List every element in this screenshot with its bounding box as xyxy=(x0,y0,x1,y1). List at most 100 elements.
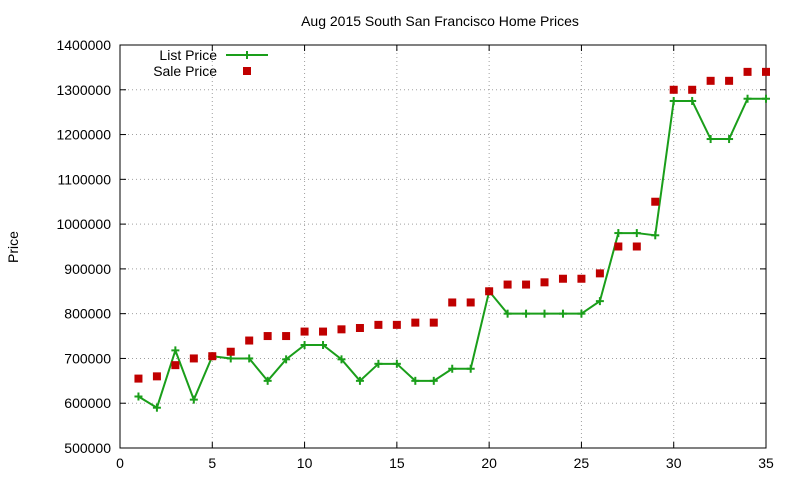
list-price-point xyxy=(448,364,457,373)
y-tick-label: 800000 xyxy=(64,306,111,322)
list-price-point xyxy=(466,364,475,373)
list-price-point xyxy=(300,341,309,350)
list-price-point xyxy=(319,341,328,350)
x-tick-label: 0 xyxy=(116,455,124,471)
list-price-point xyxy=(725,135,734,144)
sale-price-point xyxy=(540,278,549,287)
y-tick-label: 1200000 xyxy=(56,127,111,143)
list-price-point xyxy=(171,346,180,355)
list-price-point xyxy=(226,354,235,363)
plot-frame xyxy=(119,44,767,449)
list-price-point xyxy=(411,376,420,385)
list-price-point xyxy=(743,94,752,103)
sale-price-point xyxy=(337,325,346,334)
sale-price-point xyxy=(577,274,586,283)
sale-price-point xyxy=(614,242,623,251)
x-tick-label: 5 xyxy=(208,455,216,471)
y-tick-label: 1400000 xyxy=(56,37,111,53)
list-price-point xyxy=(374,359,383,368)
list-price-point xyxy=(651,231,660,240)
sale-price-point xyxy=(725,76,734,85)
legend-label: Sale Price xyxy=(153,63,217,79)
sale-price-point xyxy=(632,242,641,251)
sale-price-point xyxy=(485,287,494,296)
sale-price-point xyxy=(503,280,512,289)
sale-price-point xyxy=(152,372,161,381)
list-price-point xyxy=(134,392,143,401)
y-tick-label: 500000 xyxy=(64,440,111,456)
sale-price-point xyxy=(595,269,604,278)
chart-title: Aug 2015 South San Francisco Home Prices xyxy=(301,13,579,29)
x-tick-label: 25 xyxy=(574,455,590,471)
sale-price-point xyxy=(448,298,457,307)
x-tick-label: 15 xyxy=(389,455,405,471)
series-sale-price xyxy=(134,67,770,383)
list-price-point xyxy=(614,229,623,238)
x-tick-label: 35 xyxy=(758,455,774,471)
sale-price-point xyxy=(651,197,660,206)
list-price-point xyxy=(632,229,641,238)
sale-price-point xyxy=(189,354,198,363)
list-price-point xyxy=(152,403,161,412)
list-price-point xyxy=(522,309,531,318)
list-price-line xyxy=(137,97,766,410)
sale-price-point xyxy=(669,85,678,94)
list-price-point xyxy=(263,376,272,385)
list-price-point xyxy=(429,376,438,385)
list-price-point xyxy=(558,309,567,318)
axes: 0 5 10 15 20 25 30 35 500000 600000 700000 800000 90… xyxy=(56,37,774,471)
y-tick-label: 600000 xyxy=(64,395,111,411)
sale-price-point xyxy=(392,320,401,329)
sale-price-point xyxy=(411,318,420,327)
sale-price-point xyxy=(522,280,531,289)
list-price-point xyxy=(688,96,697,105)
sale-price-point xyxy=(300,327,309,336)
sale-price-point xyxy=(245,336,254,345)
legend-swatch-plus xyxy=(243,51,251,59)
sale-price-point xyxy=(263,332,272,341)
x-tick-label: 10 xyxy=(297,455,313,471)
sale-price-point xyxy=(762,67,770,76)
sale-price-point xyxy=(374,320,383,329)
list-price-point xyxy=(282,355,291,364)
list-price-point xyxy=(245,354,254,363)
sale-price-point xyxy=(226,347,235,356)
series-list-price xyxy=(134,94,770,412)
y-tick-label: 700000 xyxy=(64,350,111,366)
list-price-point xyxy=(669,96,678,105)
sale-price-point xyxy=(134,374,143,383)
y-tick-label: 1300000 xyxy=(56,82,111,98)
y-tick-label: 900000 xyxy=(64,261,111,277)
sale-price-point xyxy=(355,323,364,332)
sale-price-point xyxy=(706,76,715,85)
list-price-point xyxy=(392,359,401,368)
list-price-point xyxy=(355,376,364,385)
x-tick-label: 20 xyxy=(481,455,497,471)
data-series xyxy=(134,67,770,412)
list-price-point xyxy=(577,309,586,318)
sale-price-point xyxy=(466,298,475,307)
sale-price-point xyxy=(558,274,567,283)
list-price-point xyxy=(540,309,549,318)
list-price-point xyxy=(595,297,604,306)
sale-price-point xyxy=(743,67,752,76)
list-price-point xyxy=(337,355,346,364)
sale-price-point xyxy=(429,318,438,327)
sale-price-point xyxy=(208,352,217,361)
legend-swatch-square xyxy=(243,67,251,75)
x-tick-label: 30 xyxy=(666,455,682,471)
list-price-point xyxy=(503,309,512,318)
y-tick-label: 1100000 xyxy=(58,171,112,187)
list-price-point xyxy=(706,135,715,144)
sale-price-point xyxy=(319,327,328,336)
grid-lines xyxy=(120,45,766,448)
legend-label: List Price xyxy=(159,47,217,63)
sale-price-point xyxy=(688,85,697,94)
list-price-point xyxy=(762,94,770,103)
sale-price-point xyxy=(171,361,180,370)
y-axis-label: Price xyxy=(5,231,21,263)
sale-price-point xyxy=(282,332,291,341)
list-price-point xyxy=(189,395,198,404)
